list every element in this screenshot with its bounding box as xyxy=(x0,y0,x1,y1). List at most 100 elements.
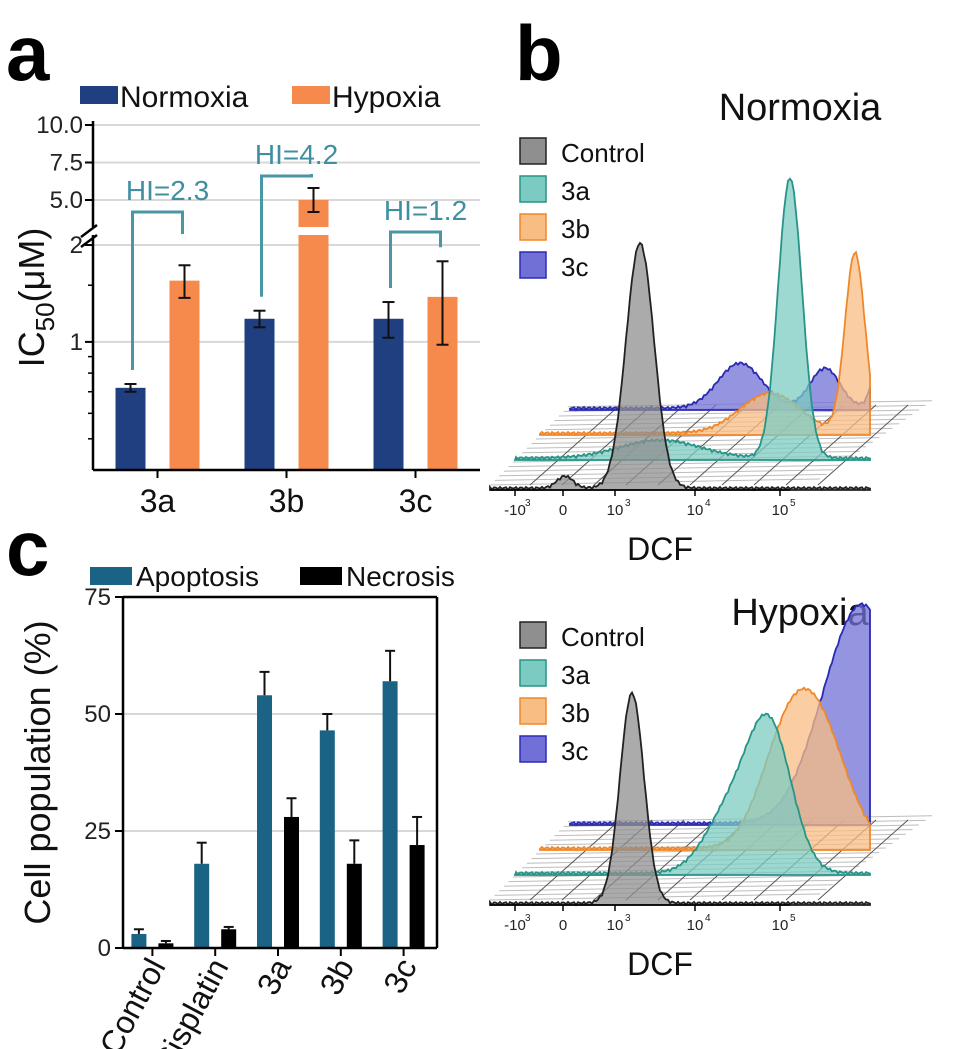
y-tick-label: 75 xyxy=(84,584,111,611)
legend-label-apoptosis: Apoptosis xyxy=(136,561,259,592)
flow-x-tick-label: 10 xyxy=(607,917,624,934)
flow-x-tick-label: 10 xyxy=(687,917,704,934)
bar-apoptosis-3a xyxy=(257,695,272,948)
bar-necrosis-3a xyxy=(284,816,299,948)
x-tick-label: 3b xyxy=(269,483,305,519)
flow-x-tick-label: 10 xyxy=(772,917,789,934)
histogram-control xyxy=(489,690,871,907)
floor-grid-line xyxy=(531,437,880,445)
axis-break-mark xyxy=(80,234,98,248)
floor-diag-line xyxy=(817,404,909,486)
flow-legend-label-control: Control xyxy=(561,138,645,168)
x-tick-label: 3a xyxy=(250,952,299,1001)
y-tick-label: 2 xyxy=(70,232,83,259)
flow-x-tick-exp: 4 xyxy=(705,498,711,509)
y-axis-label: IC50(μM) xyxy=(11,228,60,368)
flow-legend-label-3c: 3c xyxy=(561,252,588,282)
flow-x-tick-label: 10 xyxy=(772,502,789,519)
x-tick-label: 3c xyxy=(399,483,433,519)
flow-legend-swatch-3b xyxy=(519,697,547,725)
hi-annotation: HI=4.2 xyxy=(255,139,338,170)
legend-label-necrosis: Necrosis xyxy=(346,561,455,592)
hi-bracket xyxy=(260,174,313,297)
legend-swatch-hypoxia xyxy=(292,86,330,104)
flow-legend-label-3b: 3b xyxy=(561,214,590,244)
y-tick-label: 50 xyxy=(84,701,111,728)
bar-apoptosis-3b xyxy=(319,730,335,948)
hi-bracket xyxy=(131,210,184,370)
flow-legend-label-control: Control xyxy=(561,622,645,652)
bar-apoptosis-control xyxy=(131,933,147,948)
y-axis-label-main: IC xyxy=(11,331,52,367)
legend-swatch-apoptosis xyxy=(90,567,132,585)
flow-legend-swatch-3b xyxy=(519,213,547,241)
flow-legend-label-3c: 3c xyxy=(561,736,588,766)
flow-legend-swatch-3a xyxy=(519,659,547,687)
x-tick-label: 3a xyxy=(140,483,176,519)
flow-legend-swatch-3c xyxy=(519,251,547,279)
histogram-3a xyxy=(513,712,871,877)
flow-x-tick-label: 10 xyxy=(607,502,624,519)
hi-bracket xyxy=(389,230,442,289)
panel-label-b: b xyxy=(515,9,563,97)
flow-legend-swatch-control xyxy=(519,621,547,649)
bar-necrosis-cisplatin xyxy=(221,929,237,948)
y-axis-label-unit: (μM) xyxy=(11,228,52,303)
x-tick-label: 3c xyxy=(376,952,424,999)
flow-x-tick-exp: 3 xyxy=(525,913,531,924)
flow-legend-label-3a: 3a xyxy=(561,176,590,206)
axis-break-gap xyxy=(79,227,480,235)
bar-hypoxia-3a xyxy=(169,280,200,470)
y-tick-label: 5.0 xyxy=(50,187,83,214)
flow-x-tick-label: 0 xyxy=(559,917,567,934)
histogram-control xyxy=(489,241,871,492)
bar-necrosis-3c xyxy=(409,845,425,948)
bar-necrosis-control xyxy=(158,943,174,948)
legend-swatch-normoxia xyxy=(80,86,118,104)
panel-label-a: a xyxy=(6,9,50,97)
y-tick-label: 10.0 xyxy=(36,112,83,139)
legend-label-normoxia: Normoxia xyxy=(120,81,249,114)
legend-swatch-necrosis xyxy=(300,567,342,585)
flow-legend-label-3a: 3a xyxy=(561,660,590,690)
flow-x-tick-exp: 4 xyxy=(705,913,711,924)
y-axis-label-sub: 50 xyxy=(30,302,60,331)
flow-legend-hypoxia: Control 3a 3b 3c xyxy=(519,621,645,766)
floor-grid-line xyxy=(508,460,847,468)
bar-normoxia-3a xyxy=(115,387,146,470)
y-tick-label: 7.5 xyxy=(50,150,83,177)
flow-x-tick-label: 10 xyxy=(687,502,704,519)
bar-apoptosis-cisplatin xyxy=(194,863,210,948)
hi-annotation: HI=2.3 xyxy=(126,175,209,206)
flow-x-tick-label: -10 xyxy=(504,502,526,519)
floor-diag-line xyxy=(817,819,909,901)
panel-label-c: c xyxy=(6,504,49,592)
bar-necrosis-3b xyxy=(346,863,362,948)
flow-x-tick-exp: 5 xyxy=(790,913,796,924)
floor-grid-line xyxy=(508,875,847,883)
flow-legend-swatch-3a xyxy=(519,175,547,203)
flow-x-tick-exp: 5 xyxy=(790,498,796,509)
bar-hypoxia-3b xyxy=(298,200,329,470)
flow-legend-swatch-3c xyxy=(519,735,547,763)
floor-grid-line xyxy=(503,879,840,887)
flow-legend-label-3b: 3b xyxy=(561,698,590,728)
y-axis-label: Cell population (%) xyxy=(17,620,58,924)
flow-x-tick-label: -10 xyxy=(504,917,526,934)
histogram-3a xyxy=(513,177,871,462)
flow-x-axis-label: DCF xyxy=(627,946,693,982)
y-tick-label: 1 xyxy=(70,329,83,356)
floor-grid-line xyxy=(499,884,834,892)
flow-legend-swatch-control xyxy=(519,137,547,165)
flow-x-tick-exp: 3 xyxy=(525,498,531,509)
flow-x-tick-exp: 3 xyxy=(625,913,631,924)
flow-x-axis-label: DCF xyxy=(627,531,693,567)
flow-plot-title: Normoxia xyxy=(719,87,882,129)
floor-diag-line xyxy=(529,819,621,901)
legend-label-hypoxia: Hypoxia xyxy=(332,81,441,114)
flow-x-tick-exp: 3 xyxy=(625,498,631,509)
